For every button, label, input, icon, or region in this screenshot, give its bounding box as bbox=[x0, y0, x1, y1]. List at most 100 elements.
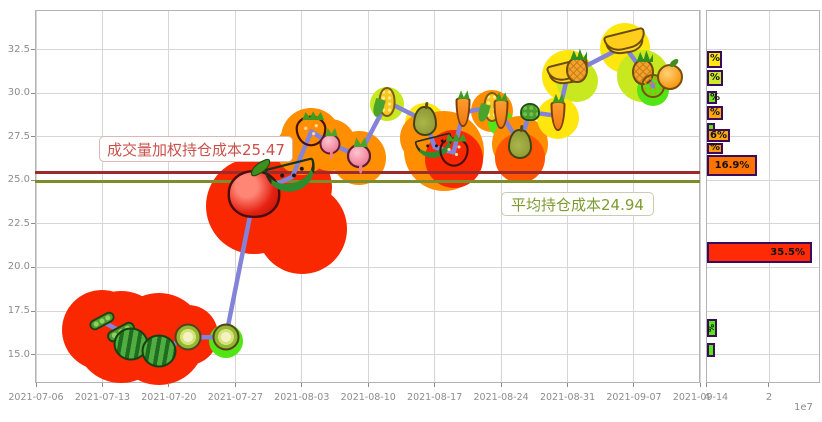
strawberry-icon bbox=[438, 137, 469, 168]
volume-x-tick-label: 2 bbox=[765, 392, 773, 403]
carrot-icon bbox=[455, 97, 471, 128]
x-tick bbox=[168, 383, 170, 387]
volume-bar: % bbox=[707, 142, 723, 154]
volume-bar-label: % bbox=[710, 107, 721, 119]
y-tick bbox=[31, 310, 35, 312]
watermelon-marker bbox=[141, 334, 177, 368]
y-tick-label: 32.5 bbox=[7, 43, 30, 55]
y-tick-label: 15.0 bbox=[7, 348, 30, 360]
volume-x-tick-label: 4 bbox=[703, 392, 711, 403]
price-gridline bbox=[706, 266, 820, 268]
date-gridline bbox=[101, 10, 103, 383]
radish-marker bbox=[319, 133, 341, 159]
price-gridline bbox=[35, 92, 700, 94]
volume-bar: 16.9% bbox=[707, 155, 758, 177]
kiwi-icon bbox=[174, 323, 202, 351]
x-tick-label: 2021-08-24 bbox=[473, 392, 529, 403]
volume-bar: 35.5% bbox=[707, 242, 812, 264]
date-gridline bbox=[699, 10, 701, 383]
volume-bar-label: % bbox=[710, 91, 721, 103]
carrot-icon bbox=[493, 99, 509, 130]
volume-bar-label: 6% bbox=[710, 129, 727, 141]
vwap-cost-line bbox=[35, 170, 700, 174]
volume-bar: % bbox=[707, 91, 721, 105]
pear-marker bbox=[413, 106, 438, 137]
radish-icon bbox=[319, 133, 341, 159]
volume-bar-label: % bbox=[710, 72, 721, 84]
x-tick bbox=[434, 383, 436, 387]
y-tick-label: 30.0 bbox=[7, 87, 30, 99]
banana-icon bbox=[604, 36, 645, 57]
carrot-marker bbox=[455, 97, 471, 128]
x-tick-label: 2021-09-07 bbox=[606, 392, 662, 403]
price-gridline bbox=[706, 354, 820, 356]
average-cost-label: 平均持仓成本24.94 bbox=[501, 192, 654, 216]
x-tick bbox=[633, 383, 635, 387]
y-tick bbox=[31, 136, 35, 138]
watermelon-icon bbox=[141, 334, 177, 368]
wslice-icon bbox=[264, 156, 321, 197]
volume-bar-label: % bbox=[710, 53, 721, 65]
kiwi-marker bbox=[174, 323, 202, 351]
y-tick bbox=[31, 49, 35, 51]
volume-bar-label: % bbox=[710, 142, 721, 154]
price-gridline bbox=[35, 223, 700, 225]
volume-bar: % bbox=[707, 70, 723, 87]
volume-bar bbox=[707, 343, 715, 358]
volume-bar: 6% bbox=[707, 129, 731, 143]
kiwi-icon bbox=[212, 323, 240, 351]
banana-marker bbox=[604, 36, 645, 57]
pineapple-icon bbox=[566, 57, 589, 84]
y-tick-label: 20.0 bbox=[7, 261, 30, 273]
corn-marker bbox=[378, 86, 396, 117]
y-tick-label: 17.5 bbox=[7, 305, 30, 317]
volume-at-price-panel: %%%% 6%% 16.9% 35.5%% bbox=[706, 10, 820, 383]
x-tick bbox=[699, 383, 701, 387]
radish-icon bbox=[346, 143, 371, 174]
broccoli-marker bbox=[519, 103, 540, 122]
volume-gridline bbox=[769, 11, 770, 382]
price-gridline bbox=[706, 310, 820, 312]
kiwi-marker bbox=[212, 323, 240, 351]
volume-bar: % bbox=[707, 318, 718, 337]
x-tick-label: 2021-09-14 bbox=[672, 392, 729, 403]
date-gridline bbox=[168, 10, 170, 383]
volume-bar-label: 35.5% bbox=[770, 246, 805, 258]
pear-icon bbox=[508, 128, 533, 159]
date-gridline bbox=[367, 10, 369, 383]
date-gridline bbox=[434, 10, 436, 383]
x-tick bbox=[367, 383, 369, 387]
x-tick-label: 2021-08-17 bbox=[407, 392, 463, 403]
x-tick-label: 2021-07-27 bbox=[207, 392, 263, 403]
x-tick-label: 2021-07-20 bbox=[141, 392, 197, 403]
main-plot-border bbox=[35, 10, 700, 383]
axis-scale-label: 1e7 bbox=[794, 402, 813, 413]
x-tick-label: 2021-08-10 bbox=[340, 392, 396, 403]
y-tick bbox=[31, 92, 35, 94]
wslice-marker bbox=[264, 156, 321, 197]
date-gridline bbox=[35, 10, 37, 383]
price-gridline bbox=[35, 266, 700, 268]
carrot-marker bbox=[493, 99, 509, 130]
volume-x-tick bbox=[767, 383, 769, 387]
carrot-icon bbox=[550, 100, 566, 131]
vwap-cost-label: 成交量加权持仓成本25.47 bbox=[99, 136, 293, 162]
price-gridline bbox=[706, 179, 820, 181]
x-tick bbox=[500, 383, 502, 387]
price-gridline bbox=[706, 223, 820, 225]
orange-marker bbox=[640, 64, 683, 99]
volume-bar-label: 16.9% bbox=[714, 159, 750, 171]
pear-icon bbox=[413, 106, 438, 137]
x-tick bbox=[567, 383, 569, 387]
y-tick-label: 25.0 bbox=[7, 174, 30, 186]
y-tick-label: 27.5 bbox=[7, 130, 30, 142]
price-gridline bbox=[35, 310, 700, 312]
x-tick-label: 2021-08-03 bbox=[274, 392, 330, 403]
price-gridline bbox=[706, 49, 820, 51]
pear-marker bbox=[508, 128, 533, 159]
y-tick bbox=[31, 223, 35, 225]
y-tick-label: 22.5 bbox=[7, 217, 30, 229]
volume-bar: % bbox=[707, 106, 723, 121]
orange-icon bbox=[640, 64, 683, 99]
